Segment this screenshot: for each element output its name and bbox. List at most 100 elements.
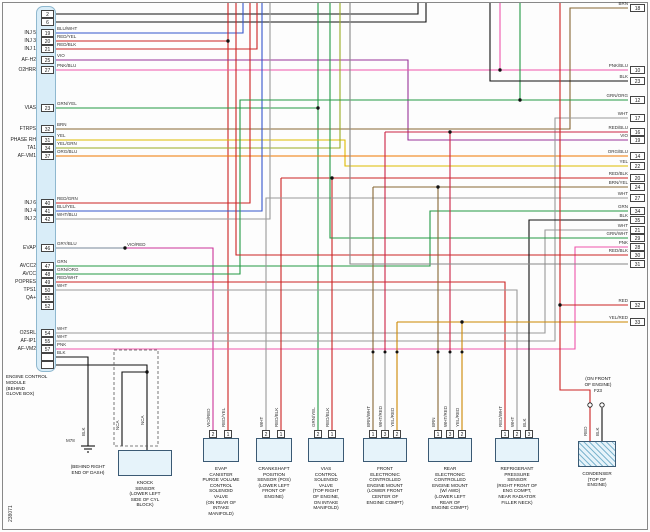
vertical-wire-label: WHT	[259, 416, 264, 427]
wire	[54, 3, 271, 220]
ecm-signal-name: EVAP	[23, 245, 36, 251]
wire	[54, 3, 427, 23]
wire-inline-label: M78	[66, 438, 75, 443]
right-wire-color-label: GRN	[618, 204, 628, 209]
ecm-pin-number: 47	[41, 262, 54, 270]
wire	[125, 247, 214, 430]
ecm-pin-number: 40	[41, 199, 54, 207]
front-engine-mount-label: FRONT	[377, 466, 393, 471]
note-text: ENGINE CONTROL	[6, 374, 48, 379]
vertical-wire-label: BRN	[431, 417, 436, 427]
ecm-pin-number: 46	[41, 244, 54, 252]
right-wire-color-label: BLK	[619, 213, 628, 218]
right-wire-color-label: RED	[618, 298, 628, 303]
wire-color-label: BLU/WHT	[57, 26, 78, 31]
front-engine-mount-label: CONTROLLED	[369, 477, 401, 483]
condenser-box	[578, 441, 616, 467]
right-pin-number: 17	[630, 114, 645, 122]
right-wire-color-label: WHT	[617, 223, 628, 228]
vertical-wire-label: NCA	[140, 415, 145, 425]
crankshaft-position-sensor-label: FRONT OF	[262, 488, 286, 494]
ecm-pin-number: 21	[41, 45, 54, 53]
right-pin-number: 29	[630, 234, 645, 242]
component-pin-number: 1	[369, 430, 377, 438]
wire	[54, 139, 628, 167]
ecm-pin-number: 37	[41, 152, 54, 160]
wire	[235, 3, 628, 256]
wire-color-label: GRN/YEL	[57, 101, 77, 106]
inline-connector-dot	[395, 350, 399, 354]
component-pin-number: 2	[393, 430, 401, 438]
component-pin-number: 2	[458, 430, 466, 438]
wire	[54, 3, 341, 149]
rear-engine-mount-label: CONTROLLED	[434, 477, 466, 483]
ecm-pin-number: 54	[41, 329, 54, 337]
refrigerant-pressure-sensor-label: ENG COMPT,	[502, 488, 532, 494]
refrigerant-pressure-sensor-label: (RIGHT FRONT OF	[496, 482, 538, 488]
rear-engine-mount-label: ELECTRONIC	[435, 471, 465, 477]
right-pin-number: 34	[630, 207, 645, 215]
junction-dot	[226, 39, 230, 43]
rear-engine-mount-box	[428, 438, 472, 462]
inline-connector-dot	[448, 350, 452, 354]
ecm-pin-number: 48	[41, 270, 54, 278]
evap-purge-solenoid-label: SOLENOID	[209, 488, 233, 494]
vias-control-solenoid-label: CONTROL	[314, 471, 338, 477]
front-engine-mount-label: ENGINE MOUNT	[367, 482, 403, 488]
vias-control-solenoid-label: SOLENOID	[314, 477, 338, 483]
junction-dot	[448, 130, 452, 134]
component-pin-number: 2	[209, 430, 217, 438]
ecm-pin-number: 50	[41, 286, 54, 294]
evap-purge-solenoid-label: CANISTER	[209, 471, 233, 477]
rear-engine-mount-label: REAR OF	[439, 499, 461, 505]
vias-control-solenoid-label: VIAS	[320, 466, 332, 471]
vertical-wire-label: NCA	[115, 420, 120, 430]
wire-color-label: YEL/GRN	[57, 141, 77, 146]
component-pin-number: 1	[501, 430, 509, 438]
evap-purge-solenoid-label: PURGE VOLUME	[202, 477, 240, 483]
wire-color-label: WHT	[57, 283, 68, 288]
vias-control-solenoid-label: OF ENGINE,	[312, 494, 340, 499]
wire	[528, 219, 628, 430]
ecm-pin-number	[41, 353, 54, 361]
vertical-wire-label: BLK	[595, 427, 600, 436]
crankshaft-position-sensor-label: ENGINE)	[264, 494, 284, 499]
right-pin-number: 23	[630, 77, 645, 85]
wire-color-label: PNK/BLU	[57, 63, 77, 68]
component-pin-number: 1	[434, 430, 442, 438]
ecm-signal-name: AF-IP1	[20, 338, 36, 344]
right-pin-number: 19	[630, 136, 645, 144]
wire	[54, 364, 148, 450]
junction-dot	[558, 303, 562, 307]
note-text: (ON FRONT	[585, 376, 611, 381]
note-text: GLOVE BOX)	[6, 391, 35, 397]
ecm-signal-name: INJ 3	[24, 38, 36, 44]
crankshaft-position-sensor-label: CRANKSHAFT	[258, 466, 290, 471]
front-engine-mount-label: ENGINE COMPT)	[366, 499, 404, 505]
rear-engine-mount-label: REAR	[443, 466, 457, 471]
condenser-label: CONDENSER	[582, 471, 612, 476]
wire	[54, 7, 628, 130]
vertical-wire-label: YEL/RED	[455, 407, 460, 427]
ecm-pin-number: 23	[41, 104, 54, 112]
front-engine-mount-label: CENTER OF	[371, 494, 399, 499]
evap-purge-solenoid-label: INTAKE	[212, 505, 230, 511]
junction-dot	[145, 370, 149, 374]
condenser-label: (TOP OF	[587, 476, 607, 482]
ecm-pin-number: 41	[41, 207, 54, 215]
junction-dot	[498, 68, 502, 72]
right-wire-color-label: BLK	[619, 74, 628, 79]
ecm-pin-number: 19	[41, 29, 54, 37]
wire-color-label: RED/GRN	[57, 196, 78, 201]
ecm-signal-name: INJ 6	[24, 200, 36, 206]
wire	[54, 289, 518, 430]
wire	[54, 3, 251, 204]
right-wire-color-label: WHT	[617, 111, 628, 116]
wire-color-label: WHT	[57, 326, 68, 331]
right-pin-number: 21	[630, 226, 645, 234]
wire-color-label: BLK	[57, 350, 66, 355]
wire-color-label: ORG/BLU	[57, 149, 78, 154]
component-pin-number: 2	[262, 430, 270, 438]
vias-control-solenoid-label: MANIFOLD)	[313, 505, 339, 511]
wire-color-label: GRY/BLU	[57, 241, 77, 246]
